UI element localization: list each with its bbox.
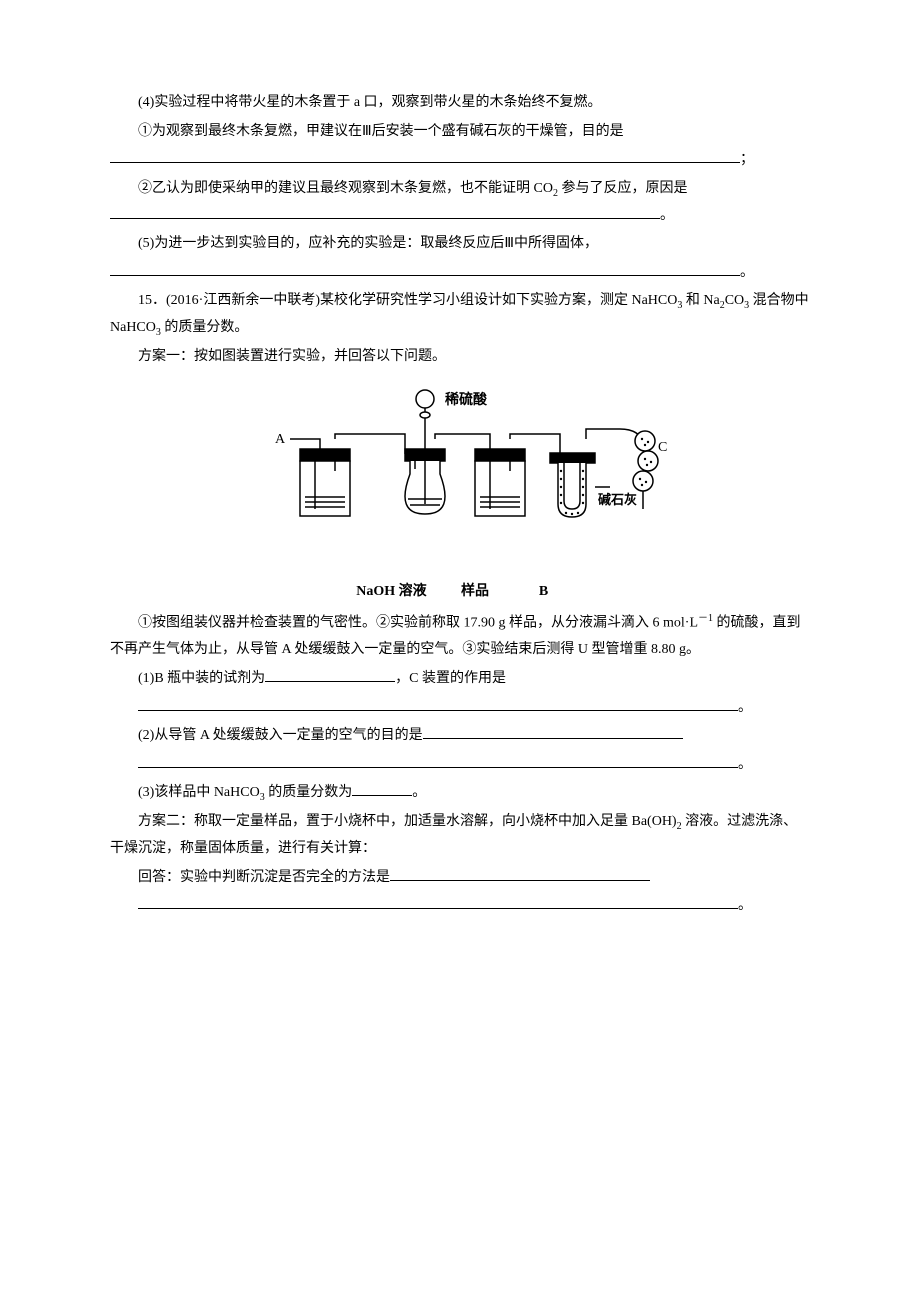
- q14-4-sub1: ①为观察到最终木条复燃，甲建议在Ⅲ后安装一个盛有碱石灰的干燥管，目的是: [110, 119, 810, 146]
- q15-plan1-title: 方案一：按如图装置进行实验，并回答以下问题。: [110, 344, 810, 371]
- q14-5-blank: 。: [110, 260, 810, 287]
- q15-intro: 15．(2016·江西新余一中联考)某校化学研究性学习小组设计如下实验方案，测定…: [110, 288, 810, 342]
- q15-plan2: 方案二：称取一定量样品，置于小烧杯中，加适量水溶解，向小烧杯中加入足量 Ba(O…: [110, 809, 810, 862]
- q15-sub2-blank: 。: [110, 752, 810, 779]
- q15-sub2: (2)从导管 A 处缓缓鼓入一定量的空气的目的是: [110, 723, 810, 750]
- q14-4-intro: (4)实验过程中将带火星的木条置于 a 口，观察到带火星的木条始终不复燃。: [110, 90, 810, 117]
- q15-answer: 回答：实验中判断沉淀是否完全的方法是: [110, 865, 810, 892]
- svg-text:C: C: [658, 440, 667, 455]
- q15-sub1-blank: 。: [110, 695, 810, 722]
- svg-text:碱石灰: 碱石灰: [598, 492, 637, 507]
- q14-4-sub2: ②乙认为即使采纳甲的建议且最终观察到木条复燃，也不能证明 CO2 参与了反应，原…: [110, 176, 810, 229]
- svg-text:A: A: [275, 432, 286, 447]
- q15-sub3: (3)该样品中 NaHCO3 的质量分数为。: [110, 780, 810, 807]
- q15-sub1: (1)B 瓶中装的试剂为，C 装置的作用是: [110, 666, 810, 693]
- q14-4-sub1-blank: ；: [110, 147, 810, 174]
- diagram-bottom-labels: NaOH 溶液 样品 B: [110, 579, 810, 606]
- svg-text:稀硫酸: 稀硫酸: [445, 391, 488, 408]
- apparatus-svg: 稀硫酸 A: [250, 379, 670, 579]
- q15-steps: ①按图组装仪器并检查装置的气密性。②实验前称取 17.90 g 样品，从分液漏斗…: [110, 609, 810, 664]
- apparatus-diagram: 稀硫酸 A: [110, 379, 810, 606]
- q14-5: (5)为进一步达到实验目的，应补充的实验是：取最终反应后Ⅲ中所得固体，: [110, 231, 810, 258]
- q15-answer-blank: 。: [110, 893, 810, 920]
